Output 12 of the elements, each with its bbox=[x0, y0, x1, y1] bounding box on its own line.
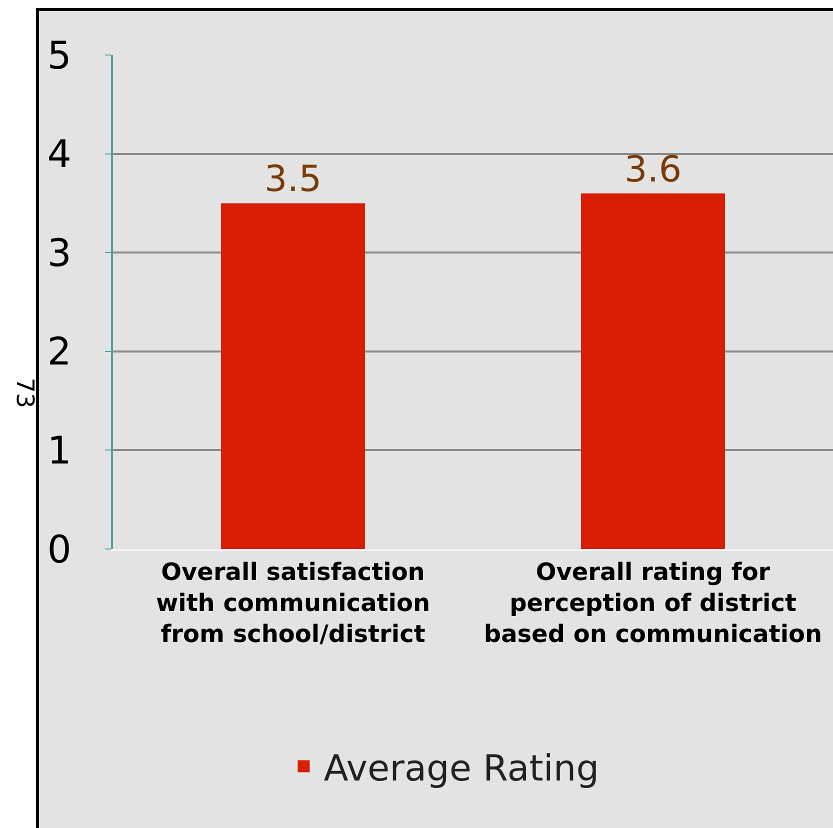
y-tick-label: 3 bbox=[47, 230, 72, 275]
data-label: 3.6 bbox=[624, 149, 682, 190]
x-tick-label: Overall rating for perception of district based on communication bbox=[484, 558, 822, 648]
x-tick-label: Overall satisfaction with communication from school/district bbox=[156, 558, 430, 648]
y-tick-label: 5 bbox=[47, 33, 72, 78]
data-label: 3.5 bbox=[264, 159, 322, 200]
legend-label: Average Rating bbox=[324, 748, 600, 790]
y-tick-label: 2 bbox=[47, 330, 72, 374]
text: 73 bbox=[10, 378, 39, 408]
y-tick-label: 0 bbox=[47, 527, 72, 572]
y-tick-label: 4 bbox=[47, 132, 72, 176]
y-tick-label: 1 bbox=[47, 428, 72, 472]
